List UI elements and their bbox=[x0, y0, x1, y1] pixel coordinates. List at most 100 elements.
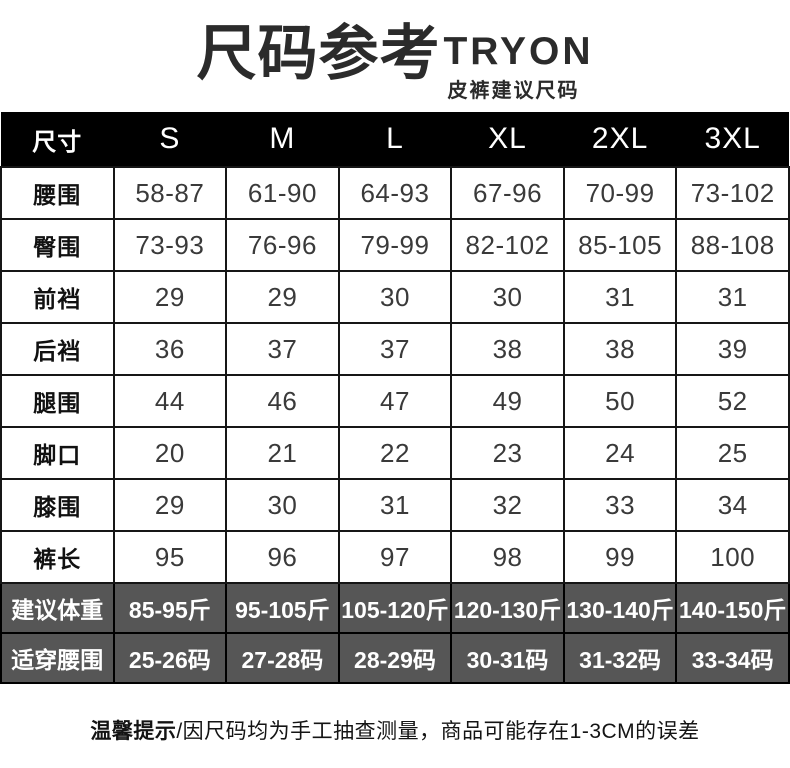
table-cell: 25-26码 bbox=[112, 632, 228, 684]
row-label: 腰围 bbox=[0, 166, 115, 220]
table-row: 脚口 20 21 22 23 24 25 bbox=[0, 426, 790, 480]
title-side: TRYON 皮裤建议尺码 bbox=[443, 24, 593, 103]
table-cell: 24 bbox=[562, 426, 678, 480]
table-cell: 25 bbox=[675, 426, 790, 480]
table-cell: 44 bbox=[112, 374, 228, 428]
header-cell-size: S bbox=[159, 122, 181, 155]
table-cell: 38 bbox=[450, 322, 565, 376]
table-cell: 37 bbox=[337, 322, 453, 376]
table-cell: 33-34码 bbox=[675, 632, 790, 684]
table-cell: 52 bbox=[675, 374, 790, 428]
header-cell-size: M bbox=[269, 122, 296, 155]
header-cell-label: 尺寸 bbox=[32, 128, 83, 156]
table-cell: 95 bbox=[112, 530, 228, 584]
table-cell: 39 bbox=[675, 322, 790, 376]
table-cell: 97 bbox=[337, 530, 453, 584]
table-cell: 76-96 bbox=[225, 218, 340, 272]
table-row: 前裆 29 29 30 30 31 31 bbox=[0, 270, 790, 324]
table-cell: 22 bbox=[337, 426, 453, 480]
table-cell: 29 bbox=[225, 270, 340, 324]
header-cell-size: L bbox=[386, 122, 404, 155]
table-cell: 34 bbox=[675, 478, 790, 532]
title-block: 尺码参考 TRYON 皮裤建议尺码 bbox=[0, 0, 790, 112]
header-cell-size: 2XL bbox=[591, 122, 649, 155]
size-table: 尺寸 S M L XL 2XL 3XL 腰围 58-87 61-90 64-93 67-96 70-9… bbox=[0, 112, 790, 684]
tip-label: 温馨提示 bbox=[90, 720, 177, 743]
page-title: 尺码参考 bbox=[196, 20, 441, 87]
table-cell: 64-93 bbox=[337, 166, 453, 220]
table-cell: 30 bbox=[225, 478, 340, 532]
table-cell: 50 bbox=[562, 374, 678, 428]
table-cell: 28-29码 bbox=[337, 632, 453, 684]
table-row: 裤长 95 96 97 98 99 100 bbox=[0, 530, 790, 584]
table-row: 后裆 36 37 37 38 38 39 bbox=[0, 322, 790, 376]
table-cell: 96 bbox=[225, 530, 340, 584]
table-cell: 30 bbox=[337, 270, 453, 324]
table-cell: 31-32码 bbox=[562, 632, 678, 684]
table-cell: 38 bbox=[562, 322, 678, 376]
table-cell: 30-31码 bbox=[450, 632, 565, 684]
table-cell: 29 bbox=[112, 270, 228, 324]
table-cell: 88-108 bbox=[675, 218, 790, 272]
row-label: 脚口 bbox=[0, 426, 115, 480]
table-row-highlight: 适穿腰围 25-26码 27-28码 28-29码 30-31码 31-32码 33-34码 bbox=[0, 632, 790, 684]
table-cell: 30 bbox=[450, 270, 565, 324]
table-cell: 47 bbox=[337, 374, 453, 428]
header-cell-size: 3XL bbox=[704, 122, 761, 155]
table-cell: 20 bbox=[112, 426, 228, 480]
footer-note: 温馨提示/因尺码均为手工抽查测量，商品可能存在1-3CM的误差 bbox=[0, 715, 790, 745]
subtitle: 皮裤建议尺码 bbox=[447, 80, 580, 102]
row-label: 裤长 bbox=[0, 530, 115, 584]
table-cell: 31 bbox=[337, 478, 453, 532]
table-cell: 95-105斤 bbox=[225, 582, 340, 634]
table-cell: 98 bbox=[450, 530, 565, 584]
row-label: 建议体重 bbox=[0, 582, 115, 634]
brand-name: TRYON bbox=[443, 30, 594, 73]
table-cell: 79-99 bbox=[337, 218, 453, 272]
table-cell: 120-130斤 bbox=[450, 582, 565, 634]
table-cell: 99 bbox=[562, 530, 678, 584]
table-cell: 37 bbox=[225, 322, 340, 376]
table-cell: 85-105 bbox=[562, 218, 678, 272]
table-cell: 130-140斤 bbox=[562, 582, 678, 634]
table-cell: 21 bbox=[225, 426, 340, 480]
row-label: 适穿腰围 bbox=[0, 632, 115, 684]
table-cell: 27-28码 bbox=[225, 632, 340, 684]
size-table-body: 腰围 58-87 61-90 64-93 67-96 70-99 73-102 臀围 73-93… bbox=[0, 166, 790, 684]
row-label: 前裆 bbox=[0, 270, 115, 324]
tip-text: /因尺码均为手工抽查测量，商品可能存在1-3CM的误差 bbox=[176, 720, 700, 743]
table-cell: 73-102 bbox=[675, 166, 790, 220]
row-label: 腿围 bbox=[0, 374, 115, 428]
table-cell: 85-95斤 bbox=[112, 582, 228, 634]
table-row: 腰围 58-87 61-90 64-93 67-96 70-99 73-102 bbox=[0, 166, 790, 220]
table-cell: 58-87 bbox=[112, 166, 228, 220]
table-cell: 31 bbox=[562, 270, 678, 324]
size-table-head: 尺寸 S M L XL 2XL 3XL bbox=[1, 112, 789, 167]
table-cell: 67-96 bbox=[450, 166, 565, 220]
table-cell: 29 bbox=[112, 478, 228, 532]
table-cell: 73-93 bbox=[112, 218, 228, 272]
table-row: 腿围 44 46 47 49 50 52 bbox=[0, 374, 790, 428]
table-cell: 61-90 bbox=[225, 166, 340, 220]
table-cell: 70-99 bbox=[562, 166, 678, 220]
row-label: 后裆 bbox=[0, 322, 115, 376]
row-label: 臀围 bbox=[0, 218, 115, 272]
table-cell: 31 bbox=[675, 270, 790, 324]
table-cell: 49 bbox=[450, 374, 565, 428]
table-row: 臀围 73-93 76-96 79-99 82-102 85-105 88-108 bbox=[0, 218, 790, 272]
table-cell: 82-102 bbox=[450, 218, 565, 272]
header-cell-size: XL bbox=[488, 122, 527, 155]
table-cell: 46 bbox=[225, 374, 340, 428]
table-cell: 140-150斤 bbox=[675, 582, 790, 634]
size-table-header-row: 尺寸 S M L XL 2XL 3XL bbox=[1, 112, 789, 167]
table-cell: 23 bbox=[450, 426, 565, 480]
table-cell: 33 bbox=[562, 478, 678, 532]
table-cell: 105-120斤 bbox=[337, 582, 453, 634]
table-cell: 100 bbox=[675, 530, 790, 584]
table-cell: 32 bbox=[450, 478, 565, 532]
table-row: 膝围 29 30 31 32 33 34 bbox=[0, 478, 790, 532]
table-cell: 36 bbox=[112, 322, 228, 376]
table-row-highlight: 建议体重 85-95斤 95-105斤 105-120斤 120-130斤 130-140… bbox=[0, 582, 790, 634]
row-label: 膝围 bbox=[0, 478, 115, 532]
